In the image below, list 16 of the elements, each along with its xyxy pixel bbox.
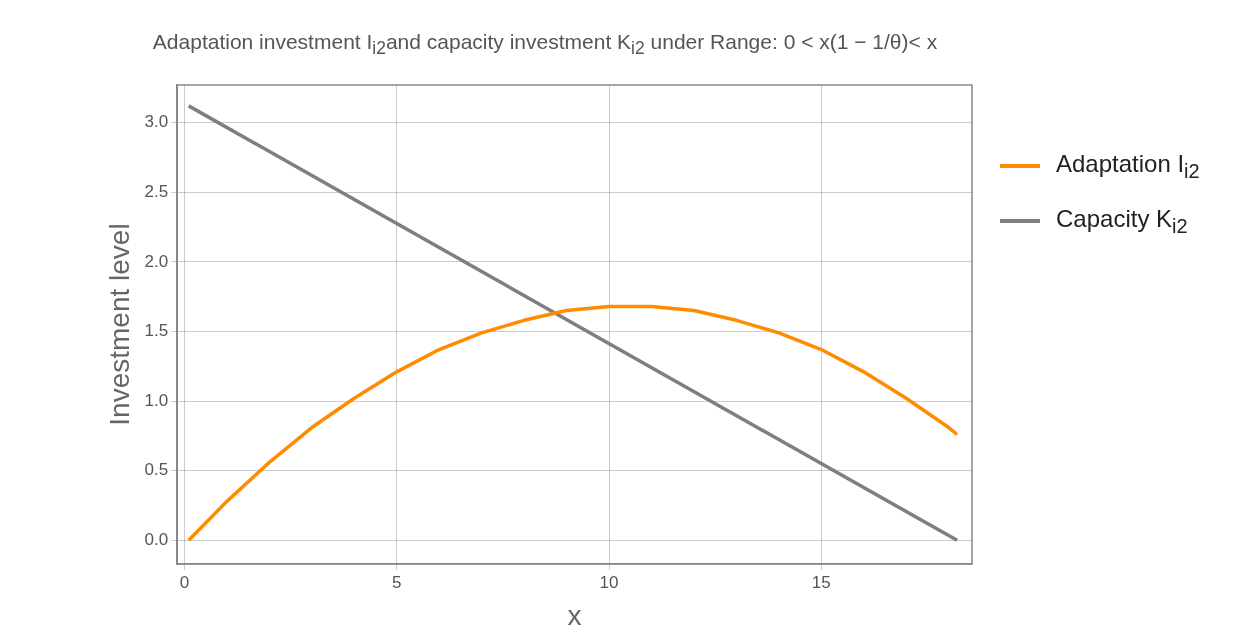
legend-label: Capacity K$_{i2}$ bbox=[1056, 204, 1188, 238]
chart-title: Adaptation investment I$_{i2}$and capacity investment K$_{i2}$ under Range: 0 < x(1 − 1/θ)< x bbox=[151, 30, 939, 60]
x-tick-label: 0 bbox=[179, 572, 190, 592]
y-tick-label: 0.0 bbox=[144, 530, 169, 550]
y-axis-title: Investment level bbox=[103, 223, 135, 426]
y-tick-label: 3.0 bbox=[144, 112, 169, 132]
y-tick-label: 0.5 bbox=[144, 460, 169, 480]
y-tick-label: 2.5 bbox=[144, 181, 169, 201]
y-tick-label: 2.0 bbox=[144, 251, 169, 271]
x-tick-label: 10 bbox=[599, 572, 619, 592]
x-axis-title: x bbox=[567, 599, 582, 631]
y-tick-label: 1.0 bbox=[144, 390, 169, 410]
x-tick-label: 15 bbox=[811, 572, 831, 592]
legend-label: Adaptation I$_{i2}$ bbox=[1056, 150, 1200, 183]
y-tick-label: 1.5 bbox=[144, 321, 169, 341]
x-tick-label: 5 bbox=[391, 572, 402, 592]
